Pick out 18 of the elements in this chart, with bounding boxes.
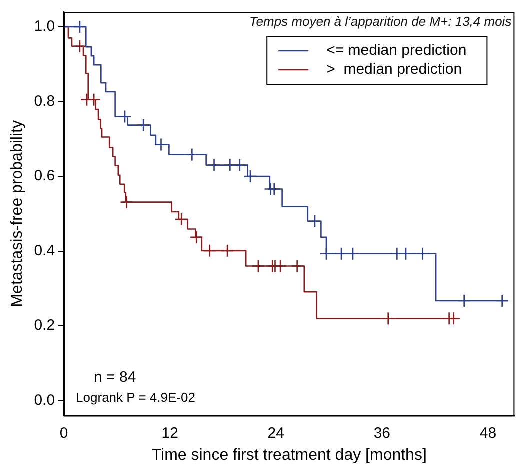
y-tick-label: 0.6	[34, 168, 56, 185]
annotation: n = 84	[94, 368, 136, 386]
y-tick-label: 0.2	[34, 317, 56, 334]
x-tick-label: 0	[60, 424, 68, 442]
y-tick-label: 0.0	[34, 392, 56, 409]
y-tick-label: 0.4	[34, 242, 56, 260]
legend-label: <= median prediction	[326, 42, 467, 60]
y-tick-label: 1.0	[34, 18, 56, 36]
x-axis-title: Time since first treatment day [months]	[152, 446, 427, 464]
annotation: Temps moyen à l’apparition de M+: 13,4 mois	[250, 14, 512, 30]
annotation: Logrank P = 4.9E-02	[76, 390, 196, 405]
legend-label: > median prediction	[326, 61, 462, 78]
x-tick-label: 48	[480, 424, 497, 442]
y-tick-label: 0.8	[34, 92, 56, 110]
x-tick-label: 12	[162, 424, 178, 442]
x-tick-label: 36	[374, 424, 390, 442]
x-tick-label: 24	[268, 424, 284, 442]
y-axis-title: Metastasis-free probability	[9, 120, 26, 308]
